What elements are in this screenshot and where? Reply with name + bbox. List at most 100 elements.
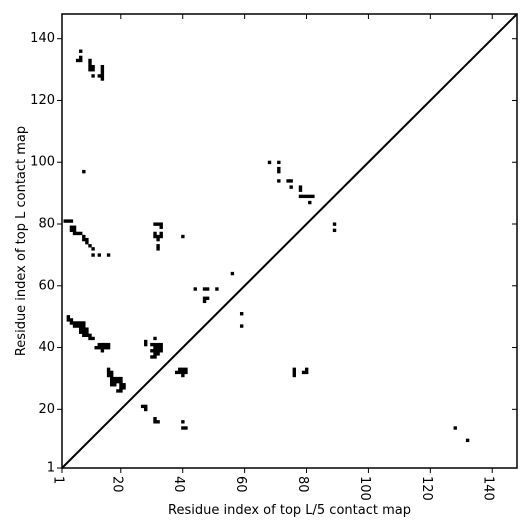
- contact-cell: [119, 379, 123, 384]
- contact-cell: [304, 194, 309, 199]
- contact-cell: [174, 370, 179, 375]
- contact-cell: [113, 383, 117, 387]
- x-tick-label: 1: [51, 476, 66, 484]
- contact-cell: [298, 185, 303, 189]
- contact-cell: [109, 376, 114, 381]
- contact-cell: [230, 271, 235, 276]
- contact-cell: [119, 386, 123, 390]
- contact-cell: [153, 342, 157, 347]
- contact-cell: [144, 339, 148, 344]
- contact-cell: [153, 346, 157, 350]
- contact-cell: [103, 342, 108, 347]
- contact-cell: [156, 234, 160, 239]
- contact-cell: [184, 370, 188, 375]
- y-tick-label: 80: [38, 217, 55, 232]
- contact-cell: [106, 346, 111, 350]
- contact-cell: [119, 383, 123, 387]
- contact-cell: [144, 404, 148, 409]
- contact-cell: [292, 370, 296, 375]
- contact-cell: [308, 200, 312, 205]
- contact-cell: [79, 330, 83, 334]
- contact-cell: [85, 333, 89, 338]
- contact-cell: [72, 324, 77, 328]
- contact-cell: [69, 228, 74, 233]
- contact-cell: [453, 426, 457, 430]
- contact-cell: [69, 318, 74, 322]
- contact-cell: [144, 342, 148, 347]
- contact-cell: [82, 169, 86, 174]
- contact-cell: [156, 247, 160, 251]
- contact-cell: [119, 389, 123, 393]
- contact-cell: [181, 370, 185, 375]
- contact-cell: [156, 237, 160, 242]
- contact-cell: [153, 349, 157, 353]
- y-tick-label: 40: [38, 340, 55, 355]
- contact-cell: [100, 68, 105, 72]
- y-tick-label: 60: [38, 278, 55, 293]
- contact-cell: [150, 342, 154, 347]
- contact-cell: [298, 194, 303, 199]
- contact-cell: [202, 287, 207, 291]
- contact-cell: [178, 370, 182, 375]
- contact-cell: [239, 324, 244, 328]
- contact-cell: [140, 404, 145, 409]
- x-tick-label: 60: [233, 476, 248, 493]
- contact-cell: [88, 244, 92, 248]
- contact-cell: [153, 355, 157, 359]
- contact-cell: [113, 379, 117, 384]
- contact-cell: [82, 330, 86, 334]
- contact-cell: [159, 222, 163, 226]
- contact-cell: [88, 64, 92, 69]
- contact-cell: [82, 234, 86, 239]
- contact-cell: [97, 253, 101, 257]
- contact-cell: [116, 376, 120, 381]
- x-tick-label: 120: [419, 476, 434, 501]
- contact-cell: [181, 367, 185, 372]
- contact-cell: [100, 74, 105, 78]
- contact-cell: [144, 407, 148, 412]
- contact-cell: [66, 318, 71, 322]
- contact-cell: [69, 219, 74, 223]
- contact-cell: [72, 225, 77, 229]
- contact-cell: [109, 373, 114, 378]
- contact-cell: [277, 179, 281, 183]
- contact-cell: [153, 352, 157, 356]
- contact-cell: [193, 287, 197, 291]
- contact-cell: [298, 188, 303, 192]
- contact-cell: [289, 179, 293, 183]
- contact-cell: [66, 315, 71, 319]
- contact-cell: [100, 64, 105, 69]
- contact-cell: [308, 194, 312, 199]
- contact-cell: [153, 234, 157, 239]
- contact-cell: [109, 383, 114, 387]
- y-tick-label: 20: [38, 402, 55, 417]
- contact-cell: [332, 222, 337, 226]
- contact-cell: [277, 166, 281, 171]
- contact-cell: [113, 376, 117, 381]
- contact-cell: [79, 321, 83, 325]
- contact-cell: [159, 234, 163, 239]
- contact-cell: [286, 179, 290, 183]
- contact-cell: [156, 244, 160, 248]
- contact-cell: [106, 370, 111, 375]
- contact-cell: [116, 379, 120, 384]
- contact-cell: [267, 160, 272, 165]
- contact-cell: [215, 287, 219, 291]
- contact-cell: [72, 231, 77, 236]
- contact-cell: [205, 296, 210, 300]
- contact-cell: [239, 312, 244, 316]
- x-axis-label: Residue index of top L/5 contact map: [168, 503, 411, 518]
- x-tick-label: 40: [171, 476, 186, 493]
- contact-cell: [156, 342, 160, 347]
- contact-cell: [100, 71, 105, 75]
- contact-cell: [277, 169, 281, 174]
- contact-cell: [88, 336, 92, 341]
- contact-cell: [178, 367, 182, 372]
- contact-cell: [79, 324, 83, 328]
- contact-cell: [82, 327, 86, 331]
- contact-cell: [332, 228, 337, 233]
- contact-cell: [106, 373, 111, 378]
- contact-cell: [301, 194, 306, 199]
- contact-cell: [100, 346, 105, 350]
- contact-cell: [97, 346, 101, 350]
